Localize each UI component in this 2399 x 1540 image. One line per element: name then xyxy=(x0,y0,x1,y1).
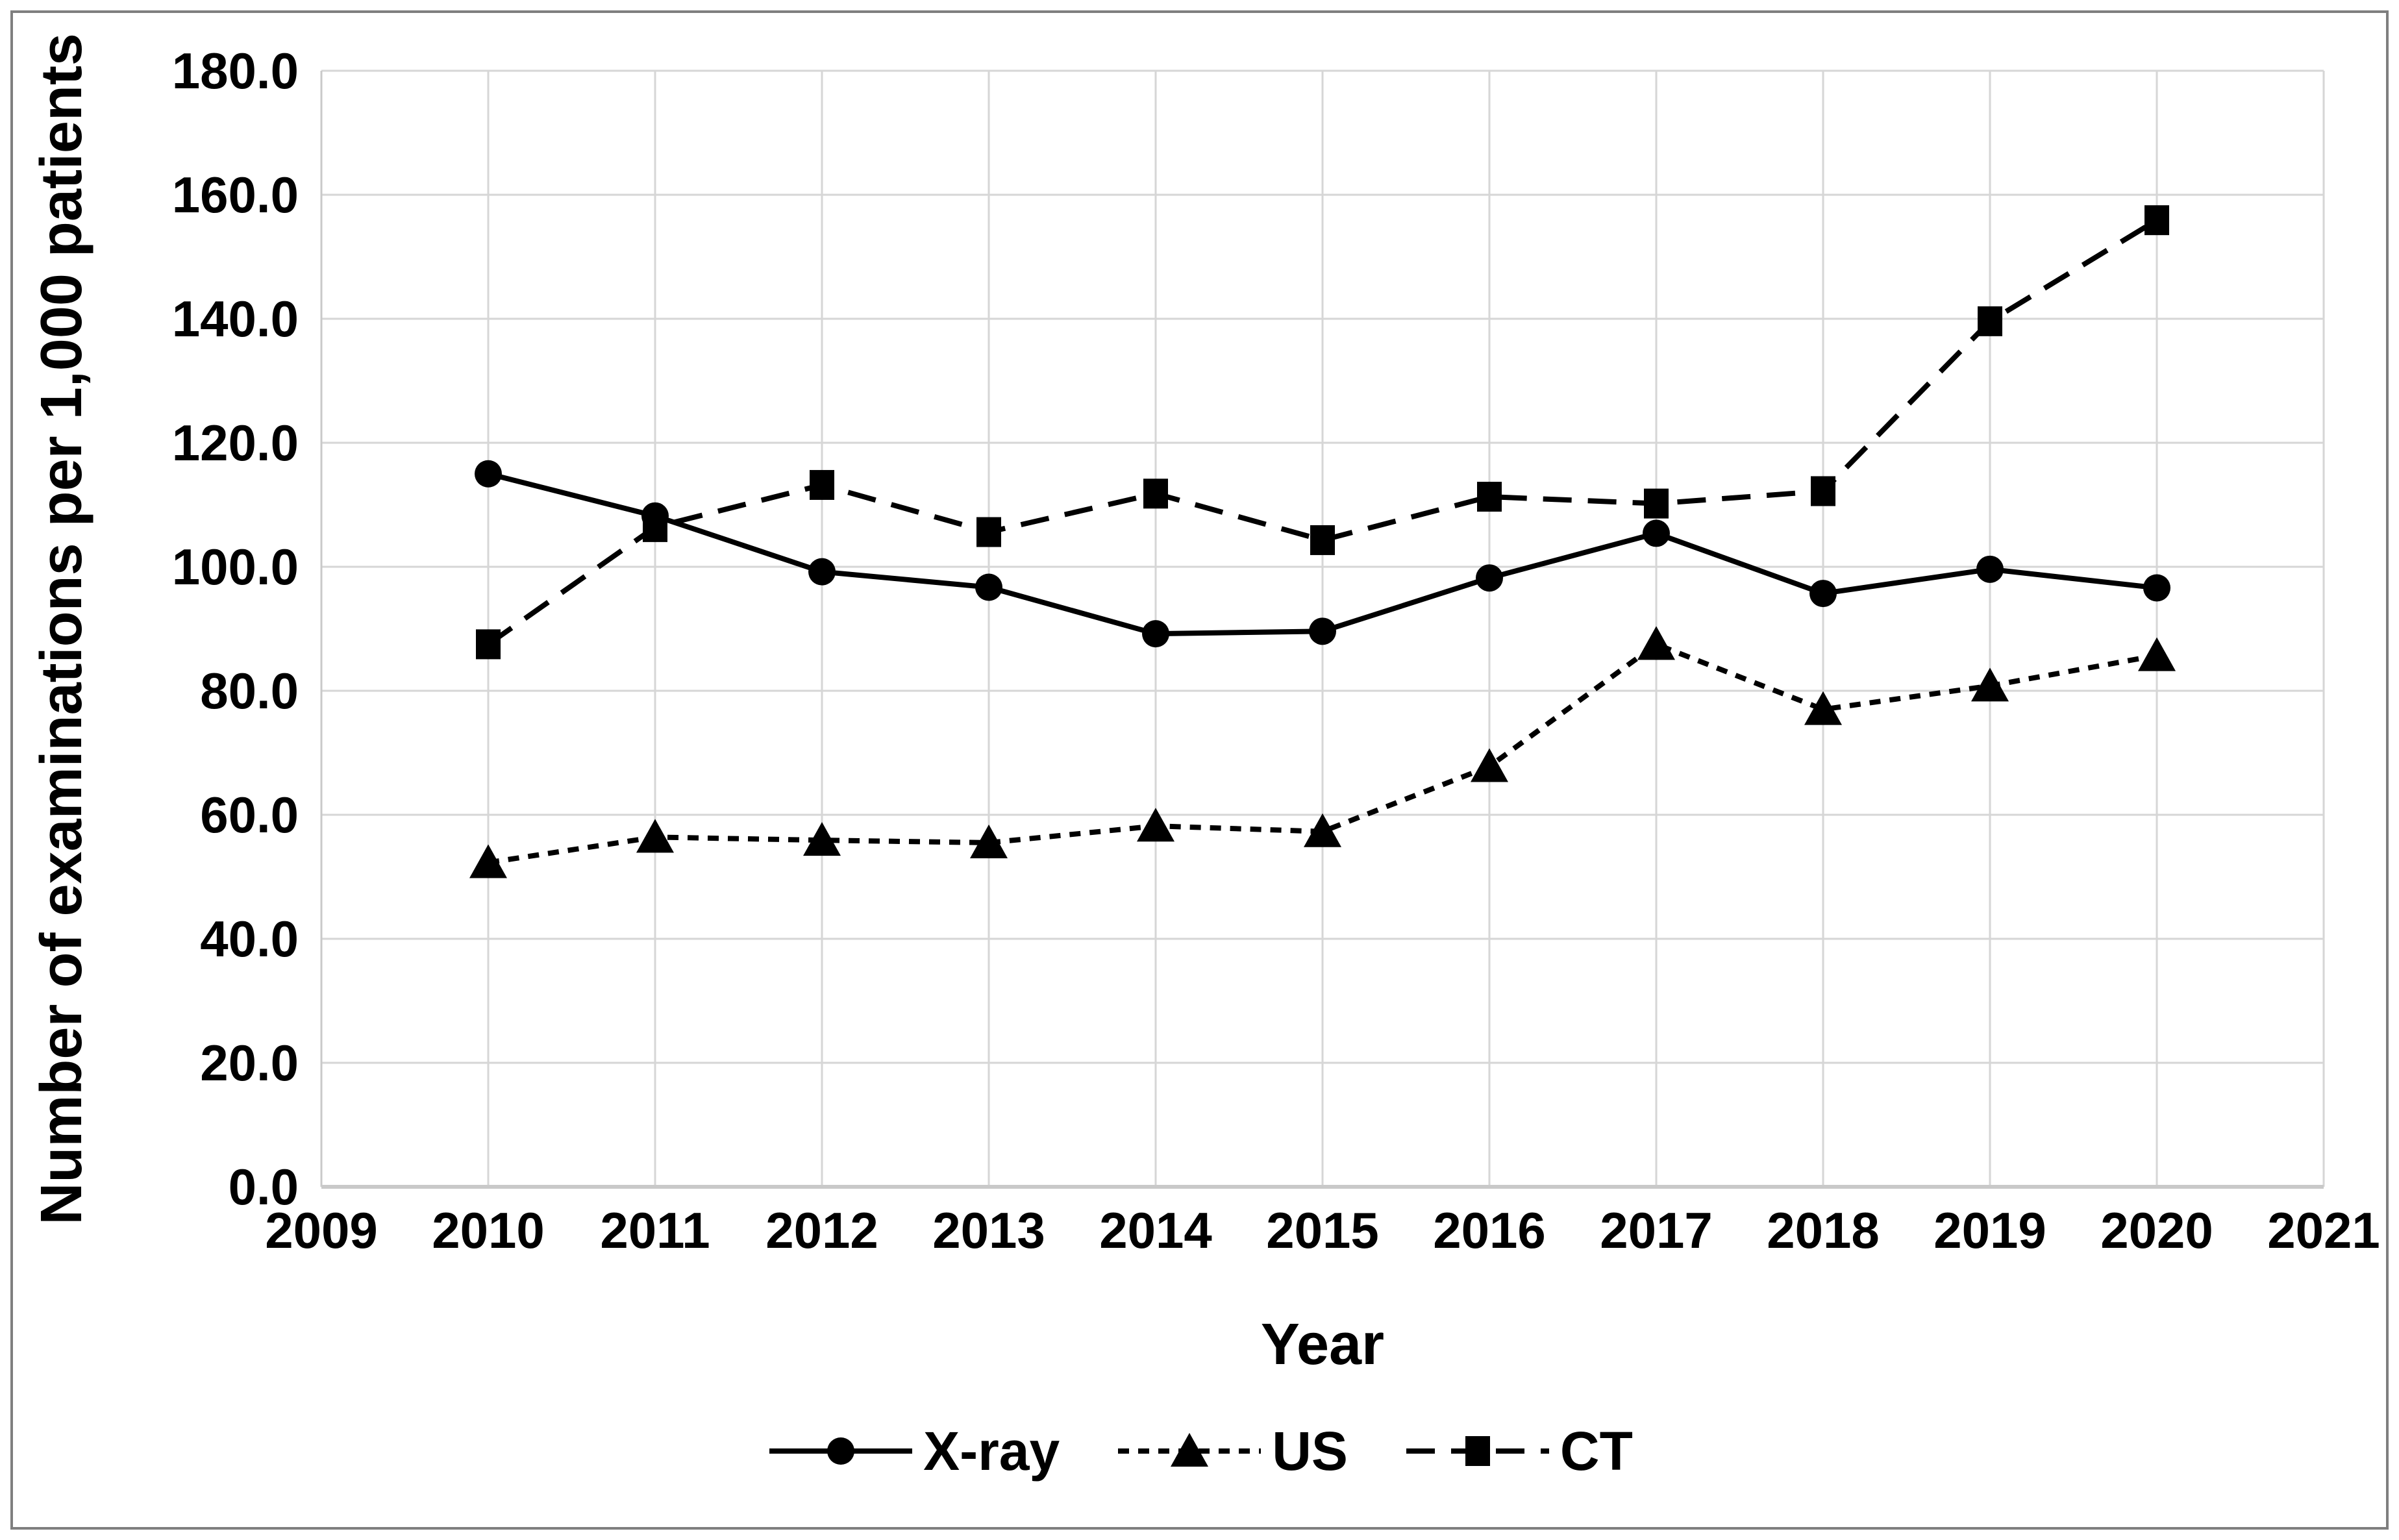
chart-legend: X-ray US CT xyxy=(0,1419,2399,1484)
circle-marker-x-ray xyxy=(1809,580,1837,608)
x-tick-label: 2020 xyxy=(2100,1202,2213,1259)
x-tick-label: 2018 xyxy=(1767,1202,1880,1259)
y-tick-label: 40.0 xyxy=(200,910,299,967)
legend-sample-ct xyxy=(1406,1436,1549,1466)
square-marker-ct xyxy=(810,469,834,500)
triangle-marker-us xyxy=(1471,748,1508,782)
y-tick-label: 60.0 xyxy=(200,786,299,843)
circle-marker-x-ray xyxy=(975,573,1002,601)
legend-sample-x-ray xyxy=(769,1437,913,1465)
plot-area xyxy=(320,69,2325,1189)
circle-marker-x-ray xyxy=(1142,620,1169,648)
legend-label-us: US xyxy=(1272,1421,1348,1482)
x-tick-label: 2011 xyxy=(600,1202,710,1259)
line-chart xyxy=(320,69,2325,1189)
y-tick-label: 100.0 xyxy=(171,538,299,595)
x-tick-label: 2012 xyxy=(765,1202,878,1259)
circle-marker-x-ray xyxy=(808,558,836,586)
square-marker-ct xyxy=(1978,306,2002,336)
triangle-marker-us xyxy=(1137,808,1175,842)
y-tick-label: 160.0 xyxy=(171,166,299,223)
square-marker-ct xyxy=(2144,205,2169,236)
square-marker-ct xyxy=(1811,476,1835,506)
legend-sample-us xyxy=(1118,1433,1262,1467)
legend-item-x-ray: X-ray xyxy=(766,1419,1060,1484)
square-marker-ct xyxy=(1310,525,1335,555)
square-marker-ct xyxy=(643,512,667,542)
y-axis-title-wrap: Number of examinations per 1,000 patient… xyxy=(19,33,104,1225)
x-tick-label: 2009 xyxy=(265,1202,378,1259)
circle-icon xyxy=(827,1437,855,1465)
y-tick-label: 180.0 xyxy=(171,42,299,99)
legend-label-ct: CT xyxy=(1560,1421,1633,1482)
triangle-marker-us xyxy=(1637,626,1675,660)
y-tick-label: 0.0 xyxy=(228,1158,299,1215)
y-tick-label: 80.0 xyxy=(200,662,299,719)
x-tick-label: 2013 xyxy=(932,1202,1045,1259)
x-axis-title: Year xyxy=(1260,1312,1385,1377)
x-tick-label: 2021 xyxy=(2267,1202,2380,1259)
triangle-marker-us xyxy=(636,819,674,853)
legend-item-ct: CT xyxy=(1403,1419,1633,1484)
square-marker-ct xyxy=(476,629,501,660)
circle-marker-x-ray xyxy=(1476,564,1503,592)
circle-marker-x-ray xyxy=(475,460,502,488)
triangle-marker-us xyxy=(469,844,507,878)
triangle-marker-us xyxy=(803,822,841,856)
series-line-us xyxy=(488,641,2157,865)
x-tick-label: 2016 xyxy=(1433,1202,1546,1259)
square-marker-ct xyxy=(1143,478,1168,509)
circle-marker-x-ray xyxy=(1643,519,1670,547)
triangle-marker-us xyxy=(1804,691,1842,725)
legend-label-x-ray: X-ray xyxy=(923,1421,1060,1482)
x-tick-label: 2015 xyxy=(1266,1202,1379,1259)
legend-item-us: US xyxy=(1115,1419,1348,1484)
triangle-marker-us xyxy=(2138,637,2176,671)
y-tick-label: 20.0 xyxy=(200,1034,299,1091)
square-marker-ct xyxy=(1644,488,1669,519)
triangle-icon xyxy=(1171,1433,1209,1467)
x-tick-label: 2010 xyxy=(432,1202,545,1259)
series-line-ct xyxy=(486,217,2159,647)
x-tick-label: 2019 xyxy=(1933,1202,2046,1259)
circle-marker-x-ray xyxy=(1976,555,2004,583)
circle-marker-x-ray xyxy=(1309,617,1336,645)
x-tick-label: 2014 xyxy=(1099,1202,1212,1259)
triangle-marker-us xyxy=(1304,813,1341,847)
circle-marker-x-ray xyxy=(2143,574,2170,602)
square-marker-ct xyxy=(1477,482,1502,512)
triangle-marker-us xyxy=(970,824,1008,858)
triangle-marker-us xyxy=(1971,667,2009,702)
y-tick-label: 120.0 xyxy=(171,414,299,471)
square-icon xyxy=(1465,1436,1490,1466)
y-tick-label: 140.0 xyxy=(171,290,299,347)
x-tick-label: 2017 xyxy=(1600,1202,1713,1259)
square-marker-ct xyxy=(976,517,1001,547)
